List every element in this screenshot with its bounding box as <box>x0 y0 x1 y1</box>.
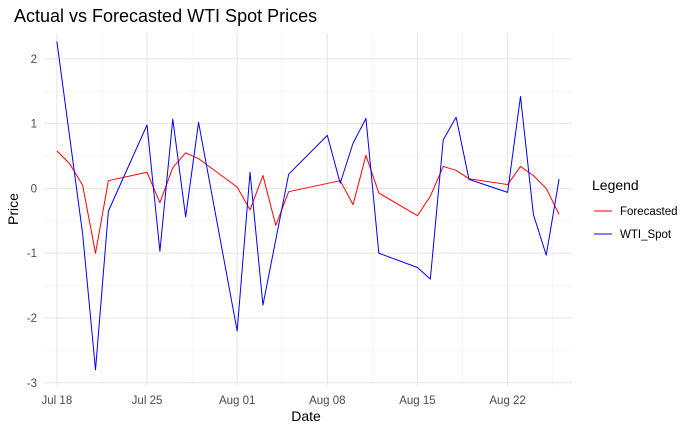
x-tick-label: Jul 25 <box>132 395 163 407</box>
y-tick-label: 1 <box>31 119 37 131</box>
y-tick-label: -2 <box>27 313 37 325</box>
x-tick-label: Jul 18 <box>42 395 73 407</box>
y-axis-ticks: -3 -2 -1 0 1 2 <box>27 54 37 390</box>
legend: Legend Forecasted WTI_Spot <box>592 177 678 241</box>
legend-label: Forecasted <box>620 206 678 218</box>
legend-items: Forecasted WTI_Spot <box>594 206 678 241</box>
y-axis-title: Price <box>5 193 21 225</box>
grid-major <box>44 33 572 386</box>
x-axis-ticks: Jul 18 Jul 25 Aug 01 Aug 08 Aug 15 Aug 22 <box>42 395 526 407</box>
y-tick-label: 0 <box>31 183 37 195</box>
series-layer <box>56 41 560 371</box>
x-tick-label: Aug 08 <box>309 395 345 407</box>
y-tick-label: -3 <box>27 378 37 390</box>
legend-title: Legend <box>592 177 639 193</box>
x-tick-label: Aug 15 <box>399 395 435 407</box>
y-tick-label: -1 <box>27 248 37 260</box>
legend-label: WTI_Spot <box>620 229 672 241</box>
series-line-forecasted <box>56 150 560 254</box>
series-line-wti-spot <box>56 41 560 371</box>
grid-minor <box>44 33 572 386</box>
x-tick-label: Aug 22 <box>489 395 525 407</box>
x-axis-title: Date <box>291 408 321 424</box>
y-tick-label: 2 <box>31 54 37 66</box>
chart-title: Actual vs Forecasted WTI Spot Prices <box>14 6 317 26</box>
x-tick-label: Aug 01 <box>219 395 255 407</box>
